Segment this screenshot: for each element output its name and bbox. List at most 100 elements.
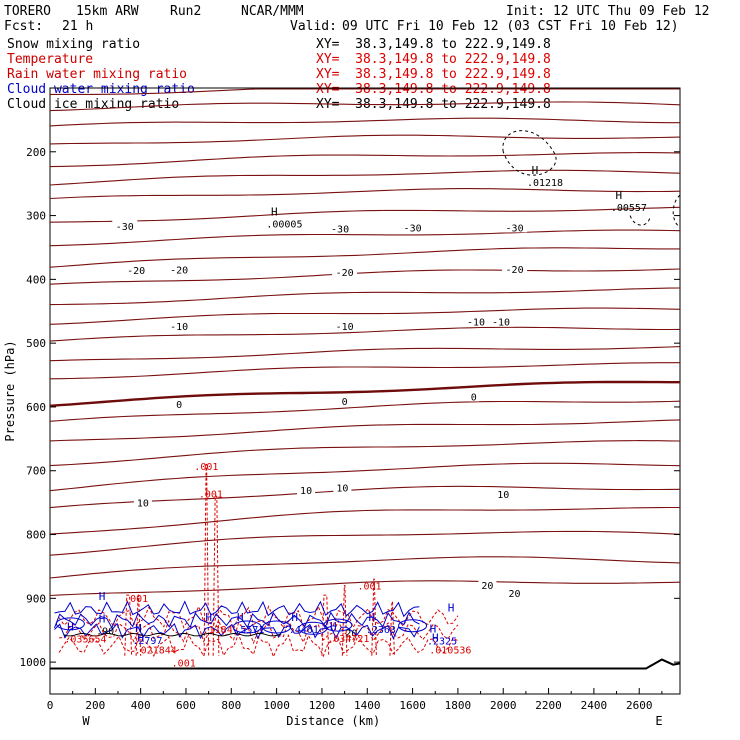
model-run: Run2: [170, 4, 202, 19]
model-org: NCAR/MMM: [241, 4, 304, 19]
rain-contour-line: [59, 618, 459, 645]
snow-contour-line: [502, 130, 557, 176]
x-tick-label: 1000: [263, 699, 290, 712]
rain-contour-line: [135, 594, 142, 656]
cloud-max-marker: H: [99, 590, 106, 603]
x-tick-label: 800: [221, 699, 241, 712]
x-tick-label: 2000: [490, 699, 517, 712]
isotherm-line: [49, 268, 681, 285]
isotherm-line: [49, 440, 681, 467]
isotherm-line: [49, 247, 680, 268]
isotherm-label: -30: [331, 225, 349, 236]
x-tick-label: 0: [47, 699, 54, 712]
isotherm-label: 0: [342, 397, 348, 408]
cloud-max-marker: H: [237, 611, 244, 624]
isotherm-line: [49, 229, 681, 247]
cloud-max-marker: H: [67, 621, 74, 634]
legend-field-name: Rain water mixing ratio: [7, 67, 188, 82]
y-axis-title: Pressure (hPa): [3, 340, 17, 441]
isotherm-label-bg: [505, 586, 524, 598]
rain-label: .001: [172, 659, 196, 670]
isotherm-label: -30: [404, 223, 422, 234]
isotherm-label: 0: [176, 400, 182, 411]
cloud-water-contour-line: [323, 618, 353, 632]
isotherm-label-bg: [133, 496, 152, 508]
isotherm-label: -10: [467, 318, 485, 329]
isotherm-label: -20: [336, 268, 354, 279]
cloud-max-marker: H: [448, 602, 455, 615]
isotherm-label: -20: [506, 265, 524, 276]
init-time: Init: 12 UTC Thu 09 Feb 12: [506, 4, 710, 19]
isotherm-line: [49, 346, 681, 362]
isotherm-line: [49, 117, 680, 127]
isotherm-label-bg: [468, 390, 480, 402]
legend-field-name: Temperature: [7, 52, 94, 67]
isotherm-line: [49, 556, 681, 579]
isotherm-line: [50, 88, 680, 95]
west-label: W: [82, 714, 90, 728]
x-tick-label: 1200: [309, 699, 336, 712]
cloud-max-marker: H: [99, 612, 106, 625]
rain-contour-line: [58, 605, 459, 631]
isotherm-label-bg: [463, 315, 489, 327]
isotherm-label: 10: [137, 498, 149, 509]
x-tick-label: 200: [85, 699, 105, 712]
cloud-max-value: .010536: [429, 646, 471, 657]
isotherm-label-bg: [502, 221, 528, 233]
isotherm-label-bg: [123, 264, 149, 276]
isotherm-label-bg: [166, 320, 192, 332]
snow-max-marker: H: [616, 189, 623, 202]
isotherm-label: -20: [127, 266, 145, 277]
cloud-water-contour-line: [54, 611, 420, 629]
x-tick-label: 1400: [354, 699, 381, 712]
isotherm-label: 10: [336, 484, 348, 495]
cloud-max-marker: H: [135, 622, 142, 635]
rain-contour-line: [124, 594, 133, 656]
x-tick-label: 2600: [626, 699, 653, 712]
y-tick-label: 900: [26, 592, 46, 605]
terrain-surface-line: [50, 658, 681, 670]
cloud-max-marker: H: [205, 611, 212, 624]
snow-max-marker: H: [532, 164, 539, 177]
isotherm-label-bg: [494, 487, 513, 499]
cloud-water-contour-line: [232, 620, 262, 634]
isotherm-label-bg: [502, 262, 528, 274]
isotherm-line: [49, 462, 681, 492]
isotherm-line: [49, 485, 681, 509]
isotherm-label-bg: [400, 221, 426, 233]
rain-contour-line: [212, 495, 220, 656]
isotherm-label: 10: [300, 486, 312, 497]
model-resolution: 15km ARW: [76, 4, 139, 19]
isotherm-line: [49, 326, 681, 342]
y-tick-label: 500: [26, 337, 46, 350]
rain-contour-line: [321, 594, 330, 656]
isotherm-label: 20: [345, 628, 357, 639]
y-tick-label: 300: [26, 210, 46, 223]
legend-field-name: Cloud ice mixing ratio: [7, 97, 180, 112]
isotherm-line: [49, 362, 680, 380]
snow-contours: [502, 130, 681, 228]
isotherm-label-bg: [297, 484, 316, 496]
y-tick-label: 600: [26, 401, 46, 414]
isotherm-label: 20: [509, 589, 521, 600]
y-tick-label: 400: [26, 273, 46, 286]
cloud-max-marker: H: [368, 611, 375, 624]
isotherm-label-bg: [478, 579, 497, 591]
isotherm-label-bg: [332, 265, 358, 277]
x-tick-label: 2400: [581, 699, 608, 712]
cloud-water-contour-line: [262, 620, 292, 634]
legend-field-name: Snow mixing ratio: [7, 37, 141, 52]
rain-label: .001: [124, 594, 148, 605]
isotherm-label: -10: [492, 318, 510, 329]
isotherm-line: [49, 380, 680, 407]
isotherm-line: [49, 506, 680, 535]
isotherm-label-bg: [173, 398, 185, 410]
rain-contour-line: [389, 601, 395, 656]
isotherm-label-bg: [339, 394, 351, 406]
isotherm-line: [49, 287, 681, 306]
isotherm-line: [49, 419, 681, 442]
rain-label: .001: [357, 581, 381, 592]
cloud-water-contour-line: [298, 621, 328, 635]
y-tick-label: 200: [26, 146, 46, 159]
legend-xy-range: XY= 38.3,149.8 to 222.9,149.8: [316, 67, 551, 82]
